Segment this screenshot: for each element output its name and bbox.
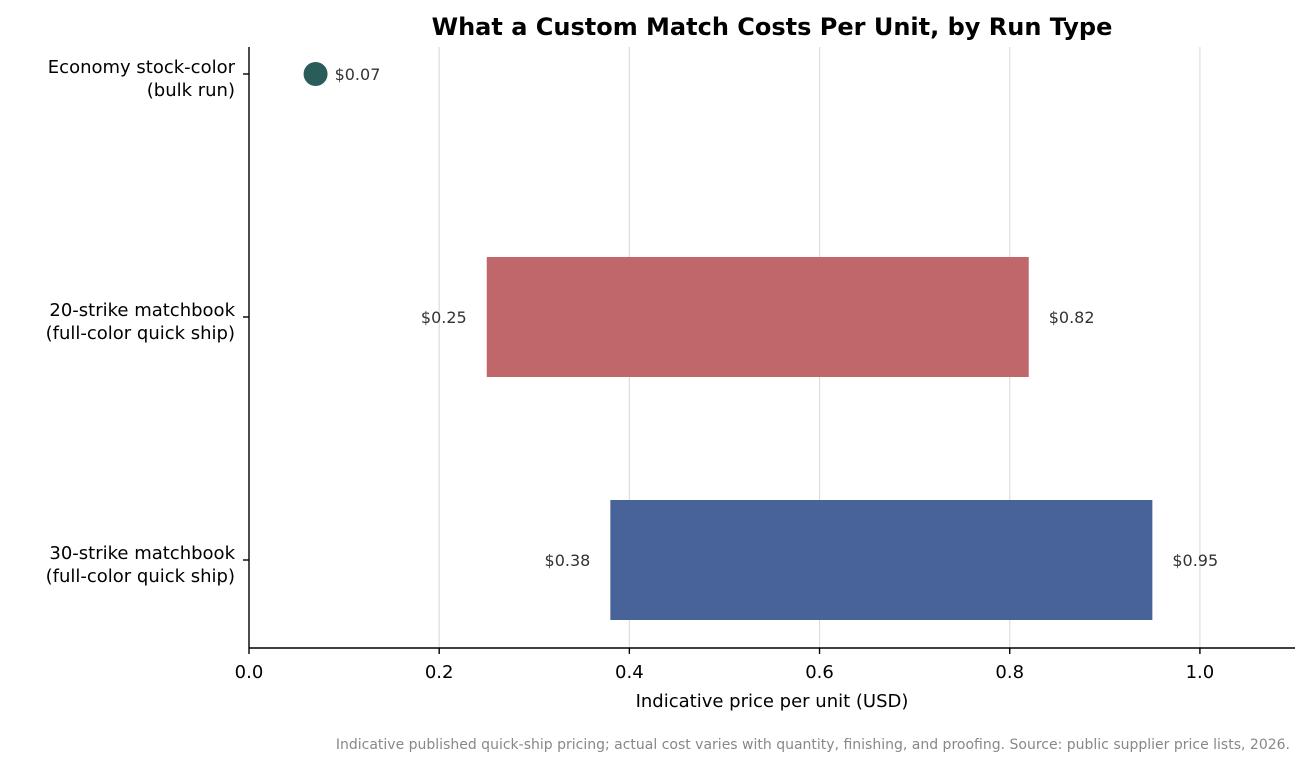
category-label: Economy stock-color (bulk run) xyxy=(48,57,236,101)
value-label-high: $0.82 xyxy=(1049,308,1095,327)
x-tick-label: 0.4 xyxy=(615,662,644,683)
category-label: 30-strike matchbook (full-color quick shi… xyxy=(46,543,236,587)
value-label-low: $0.38 xyxy=(545,551,591,570)
data-labels: $0.07 $0.25 $0.82 $0.38 $0.95 xyxy=(335,65,1219,570)
x-axis-label: Indicative price per unit (USD) xyxy=(636,691,909,712)
x-tick-label: 0.6 xyxy=(805,662,834,683)
range-point xyxy=(303,62,328,86)
range-bar xyxy=(610,500,1153,620)
category-label: 20-strike matchbook (full-color quick shi… xyxy=(46,300,236,344)
data-marks xyxy=(303,62,1153,620)
y-categories: Economy stock-color (bulk run) 20-strike m… xyxy=(46,57,249,587)
x-tick-label: 0.2 xyxy=(425,662,454,683)
range-bar xyxy=(486,257,1029,377)
value-label-high: $0.07 xyxy=(335,65,381,84)
axes xyxy=(248,47,1295,649)
value-label-high: $0.95 xyxy=(1172,551,1218,570)
value-label-low: $0.25 xyxy=(421,308,467,327)
chart-title: What a Custom Match Costs Per Unit, by R… xyxy=(432,13,1113,41)
footnote: Indicative published quick-ship pricing;… xyxy=(336,737,1290,753)
x-tick-label: 1.0 xyxy=(1186,662,1215,683)
x-ticks: 0.0 0.2 0.4 0.6 0.8 1.0 xyxy=(235,648,1215,683)
x-tick-label: 0.0 xyxy=(235,662,264,683)
x-tick-label: 0.8 xyxy=(995,662,1024,683)
